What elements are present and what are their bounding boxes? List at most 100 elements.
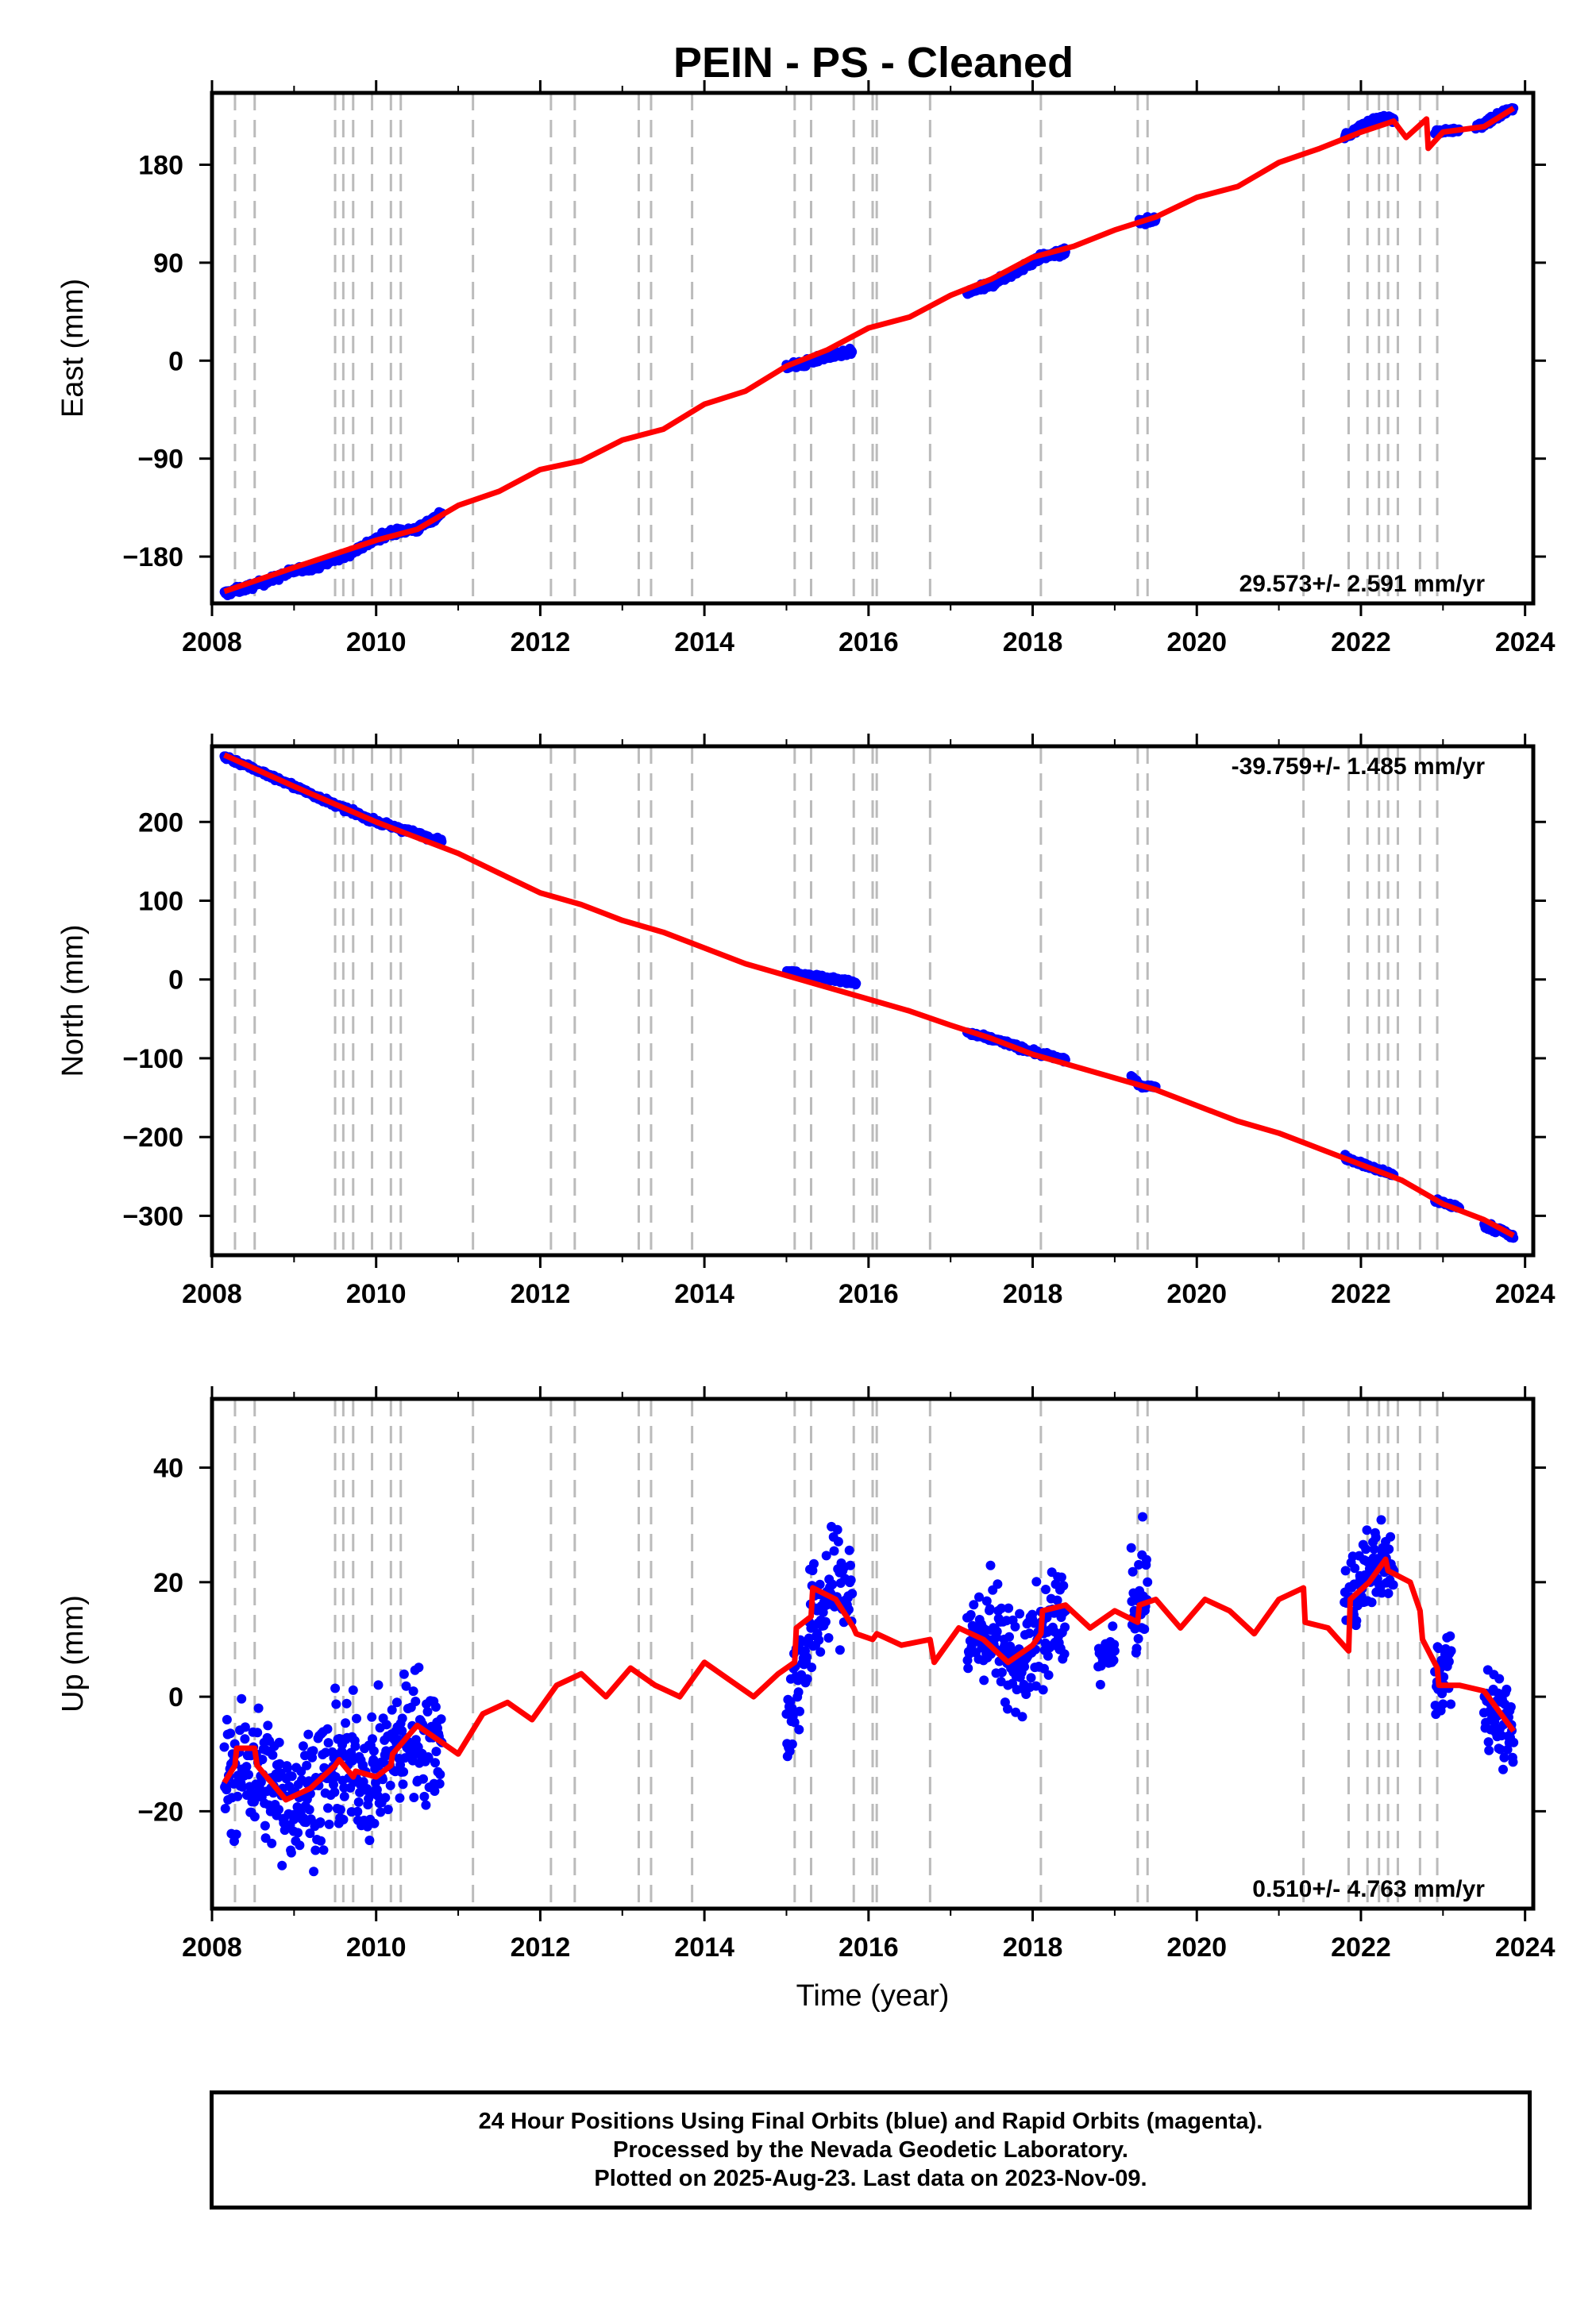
y-tick-label: 90 [153,249,183,279]
data-point [1433,1643,1444,1654]
data-point [430,1702,441,1712]
data-point [341,1698,352,1709]
data-point [1376,1515,1386,1525]
data-point [1024,1628,1035,1639]
data-point [287,1771,297,1782]
data-point [249,1812,260,1822]
data-point [322,1724,333,1734]
data-point [233,1791,243,1801]
data-point [1109,1646,1120,1656]
data-point [820,1616,831,1627]
data-point [330,1683,341,1693]
data-point [277,1860,287,1871]
data-point [305,1828,315,1839]
data-point [1362,1525,1372,1535]
x-tick-label: 2022 [1331,1932,1391,1963]
data-point [298,1741,308,1751]
data-point [1141,1555,1151,1565]
data-point [335,1805,345,1815]
footer-line-1: 24 Hour Positions Using Final Orbits (bl… [478,2109,1263,2134]
data-point [330,1772,341,1782]
x-tick-label: 2024 [1495,627,1556,657]
data-point [794,1724,804,1735]
data-point [1139,1624,1150,1634]
data-point [821,1551,831,1561]
data-point [1128,1566,1138,1577]
data-point [348,1685,358,1695]
panel-east: 2008 2010 2012 2014 2016 2018 2020 2022 2024 −180… [56,80,1556,657]
panel-up: 2008 2010 2012 2014 2016 2018 2020 2022 2024 −20 0… [56,1386,1556,2013]
data-point [353,1797,364,1807]
data-point [981,1596,992,1606]
panels: 2008 2010 2012 2014 2016 2018 2020 2022 2024 −180… [56,80,1556,2013]
step-lines [233,1399,1439,1909]
data-point [353,1806,363,1817]
x-tick-label: 2014 [674,627,734,657]
data-point [847,1589,858,1599]
data-point [364,1836,375,1845]
data-point [974,1592,984,1602]
data-point [815,1647,826,1657]
data-point [1388,1580,1398,1590]
data-point [789,1717,800,1728]
data-point [787,1739,797,1749]
data-point [1041,1585,1051,1594]
data-point [376,1807,386,1817]
data-point [395,1793,405,1803]
data-point [809,1558,819,1569]
data-point [329,1779,338,1790]
data-point [833,1536,843,1547]
data-point [318,1845,329,1855]
data-point [844,1545,854,1555]
data-point [1020,1662,1030,1672]
x-tick-label: 2012 [511,1932,571,1963]
data-point [1133,1634,1143,1643]
y-tick-label: 0 [168,346,183,376]
data-point [787,1703,797,1713]
data-point [979,1675,989,1686]
data-point [1484,1745,1494,1755]
data-point [411,1697,421,1706]
data-point [257,1755,268,1765]
data-point [240,1722,250,1732]
data-point [231,1829,241,1840]
data-point [1010,1621,1020,1632]
data-point [997,1667,1007,1678]
data-point [1445,1631,1455,1641]
x-axis-label: Time (year) [796,1979,950,2013]
data-point [807,1663,817,1673]
data-point [851,978,862,988]
data-point [1384,1544,1394,1555]
data-point [1495,1744,1505,1755]
data-point [1095,1679,1105,1689]
model-line [223,752,1515,1239]
data-point [399,1669,409,1679]
data-point [339,1791,349,1801]
x-tick-label: 2018 [1003,1932,1063,1963]
data-point [369,1818,380,1828]
data-point [399,1767,409,1777]
x-tick-label: 2020 [1166,1932,1227,1963]
footer-line-2: Processed by the Nevada Geodetic Laborat… [613,2137,1128,2163]
footer-line-3: Plotted on 2025-Aug-23. Last data on 202… [594,2166,1147,2191]
data-point [1369,1544,1379,1555]
data-point [993,1579,1003,1589]
data-point [283,1763,292,1773]
x-tick-label: 2022 [1331,627,1391,657]
data-point [391,1697,402,1708]
data-point [1058,1581,1069,1591]
data-point [367,1712,377,1722]
x-tick-label: 2010 [346,1279,407,1309]
data-point [1383,1589,1394,1598]
data-point [1031,1681,1041,1691]
data-point [296,1767,306,1777]
chart-title: PEIN - PS - Cleaned [673,39,1074,87]
y-tick-label: 40 [153,1454,183,1484]
data-point [397,1713,407,1724]
data-point [997,1603,1007,1613]
data-point [408,1686,418,1697]
data-point [430,1758,440,1768]
y-tick-label: −90 [137,445,183,475]
data-point [802,1652,811,1663]
